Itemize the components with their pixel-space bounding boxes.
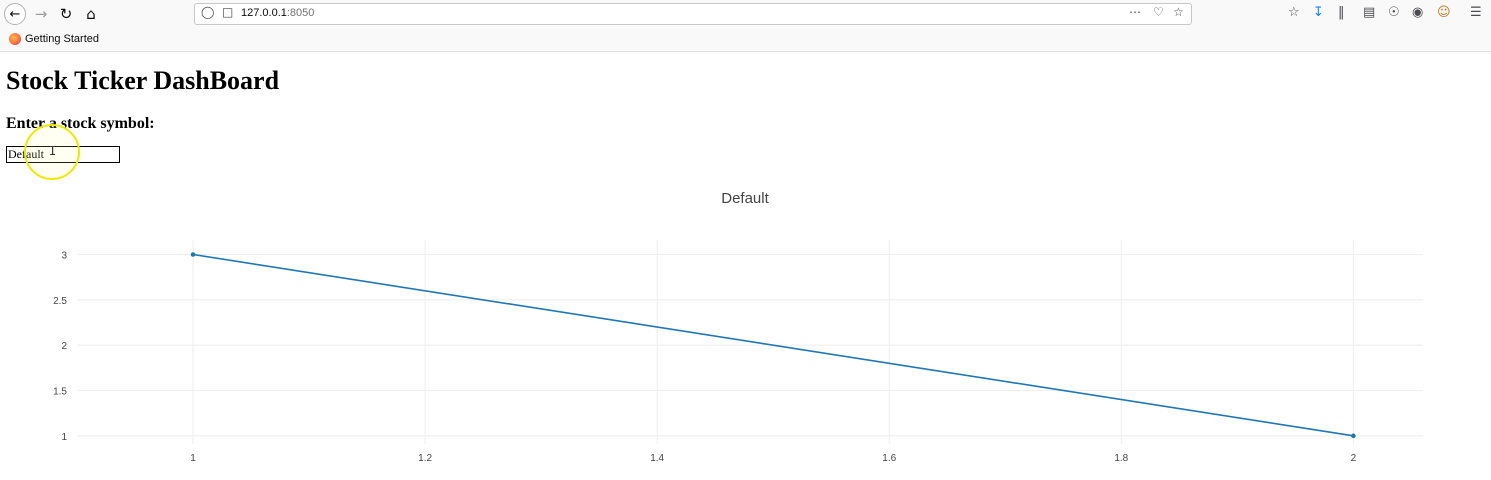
x-tick-label: 1.4 <box>650 453 664 464</box>
page-title: Stock Ticker DashBoard <box>6 66 280 95</box>
browser-toolbar: ← → ↻ ⌂ ◯ □ 127.0.0.1:8050 ⋯ ♡ ☆ ☆ ↧ ‖ ▤… <box>0 0 1491 28</box>
firefox-icon <box>9 33 21 45</box>
sidebar-icon[interactable]: ▤ <box>1363 5 1376 20</box>
y-tick-label: 1.5 <box>53 387 67 398</box>
forward-arrow-icon[interactable]: → <box>34 5 48 23</box>
home-icon[interactable]: ⌂ <box>86 5 96 23</box>
chart-ticks: 1 1.2 1.4 1.6 1.8 2 1 1.5 2 2.5 3 <box>53 251 1357 464</box>
line-chart: 1 1.2 1.4 1.6 1.8 2 1 1.5 2 2.5 3 Default <box>53 190 1423 464</box>
account-icon[interactable]: ☉ <box>1388 5 1400 20</box>
menu-hamburger-icon[interactable]: ☰ <box>1470 5 1482 20</box>
data-point[interactable] <box>1351 433 1356 439</box>
y-tick-label: 1 <box>61 432 67 443</box>
series-line <box>192 253 1354 437</box>
x-tick-label: 2 <box>1351 453 1357 464</box>
x-tick-label: 1.2 <box>418 453 432 464</box>
back-arrow-icon[interactable]: ← <box>4 3 26 25</box>
symbol-prompt-label: Enter a stock symbol: <box>6 115 155 132</box>
bookmark-star-icon[interactable]: ☆ <box>1173 5 1184 19</box>
bookmarks-menu-icon[interactable]: ☆ <box>1288 5 1300 20</box>
url-text[interactable]: 127.0.0.1:8050 <box>241 7 314 19</box>
url-bar[interactable]: ◯ □ 127.0.0.1:8050 ⋯ ♡ ☆ <box>194 3 1192 25</box>
downloads-icon[interactable]: ↧ <box>1313 5 1324 20</box>
url-host: 127.0.0.1 <box>241 7 287 19</box>
chart-series <box>190 252 1356 439</box>
page-info-icon[interactable]: □ <box>222 5 234 19</box>
bookmarks-toolbar: Getting Started <box>0 28 1491 52</box>
reload-icon[interactable]: ↻ <box>59 5 73 23</box>
chart-grid <box>77 240 1423 444</box>
text-cursor-icon: I <box>49 144 57 158</box>
extension-icon[interactable]: ◉ <box>1412 5 1424 20</box>
x-tick-label: 1 <box>190 453 196 464</box>
extension-monkey-icon[interactable]: ☺ <box>1437 5 1451 20</box>
library-icon[interactable]: ‖ <box>1338 5 1345 20</box>
x-tick-label: 1.6 <box>882 453 896 464</box>
y-tick-label: 3 <box>61 251 67 262</box>
data-point[interactable] <box>190 252 196 257</box>
shield-icon[interactable]: ◯ <box>201 5 215 19</box>
y-tick-label: 2 <box>61 341 67 352</box>
stock-symbol-input[interactable] <box>6 146 120 163</box>
url-port: :8050 <box>286 7 315 19</box>
bookmark-label: Getting Started <box>25 33 99 45</box>
y-tick-label: 2.5 <box>53 296 67 307</box>
bookmark-getting-started[interactable]: Getting Started <box>9 33 99 45</box>
more-actions-icon[interactable]: ⋯ <box>1129 5 1141 19</box>
pocket-icon[interactable]: ♡ <box>1153 5 1164 19</box>
x-tick-label: 1.8 <box>1114 453 1128 464</box>
chart-title: Default <box>721 190 769 207</box>
